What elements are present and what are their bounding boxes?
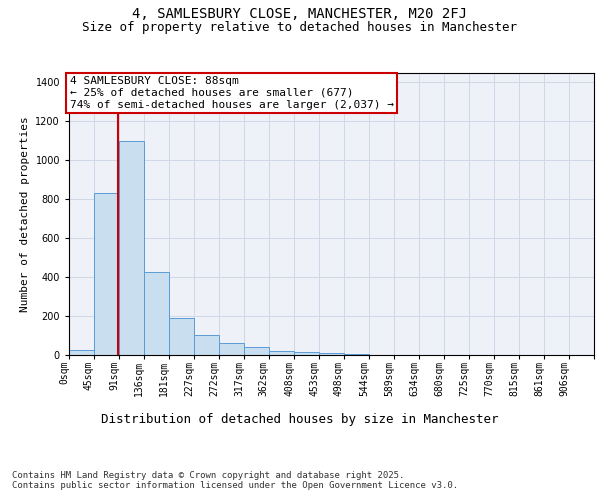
Text: 4 SAMLESBURY CLOSE: 88sqm
← 25% of detached houses are smaller (677)
74% of semi: 4 SAMLESBURY CLOSE: 88sqm ← 25% of detac… xyxy=(70,76,394,110)
Bar xyxy=(119,140,144,355)
Bar xyxy=(319,354,344,355)
Bar xyxy=(69,350,94,355)
Bar xyxy=(244,347,269,355)
Text: 4, SAMLESBURY CLOSE, MANCHESTER, M20 2FJ: 4, SAMLESBURY CLOSE, MANCHESTER, M20 2FJ xyxy=(133,8,467,22)
Bar xyxy=(194,334,219,355)
Bar xyxy=(169,318,194,355)
Bar xyxy=(269,351,293,355)
Bar xyxy=(344,354,369,355)
Bar xyxy=(144,272,169,355)
Text: Size of property relative to detached houses in Manchester: Size of property relative to detached ho… xyxy=(83,21,517,34)
Text: Contains HM Land Registry data © Crown copyright and database right 2025.
Contai: Contains HM Land Registry data © Crown c… xyxy=(12,470,458,490)
Bar xyxy=(294,352,319,355)
Y-axis label: Number of detached properties: Number of detached properties xyxy=(20,116,30,312)
Bar xyxy=(94,194,119,355)
Text: Distribution of detached houses by size in Manchester: Distribution of detached houses by size … xyxy=(101,412,499,426)
Bar xyxy=(219,344,244,355)
